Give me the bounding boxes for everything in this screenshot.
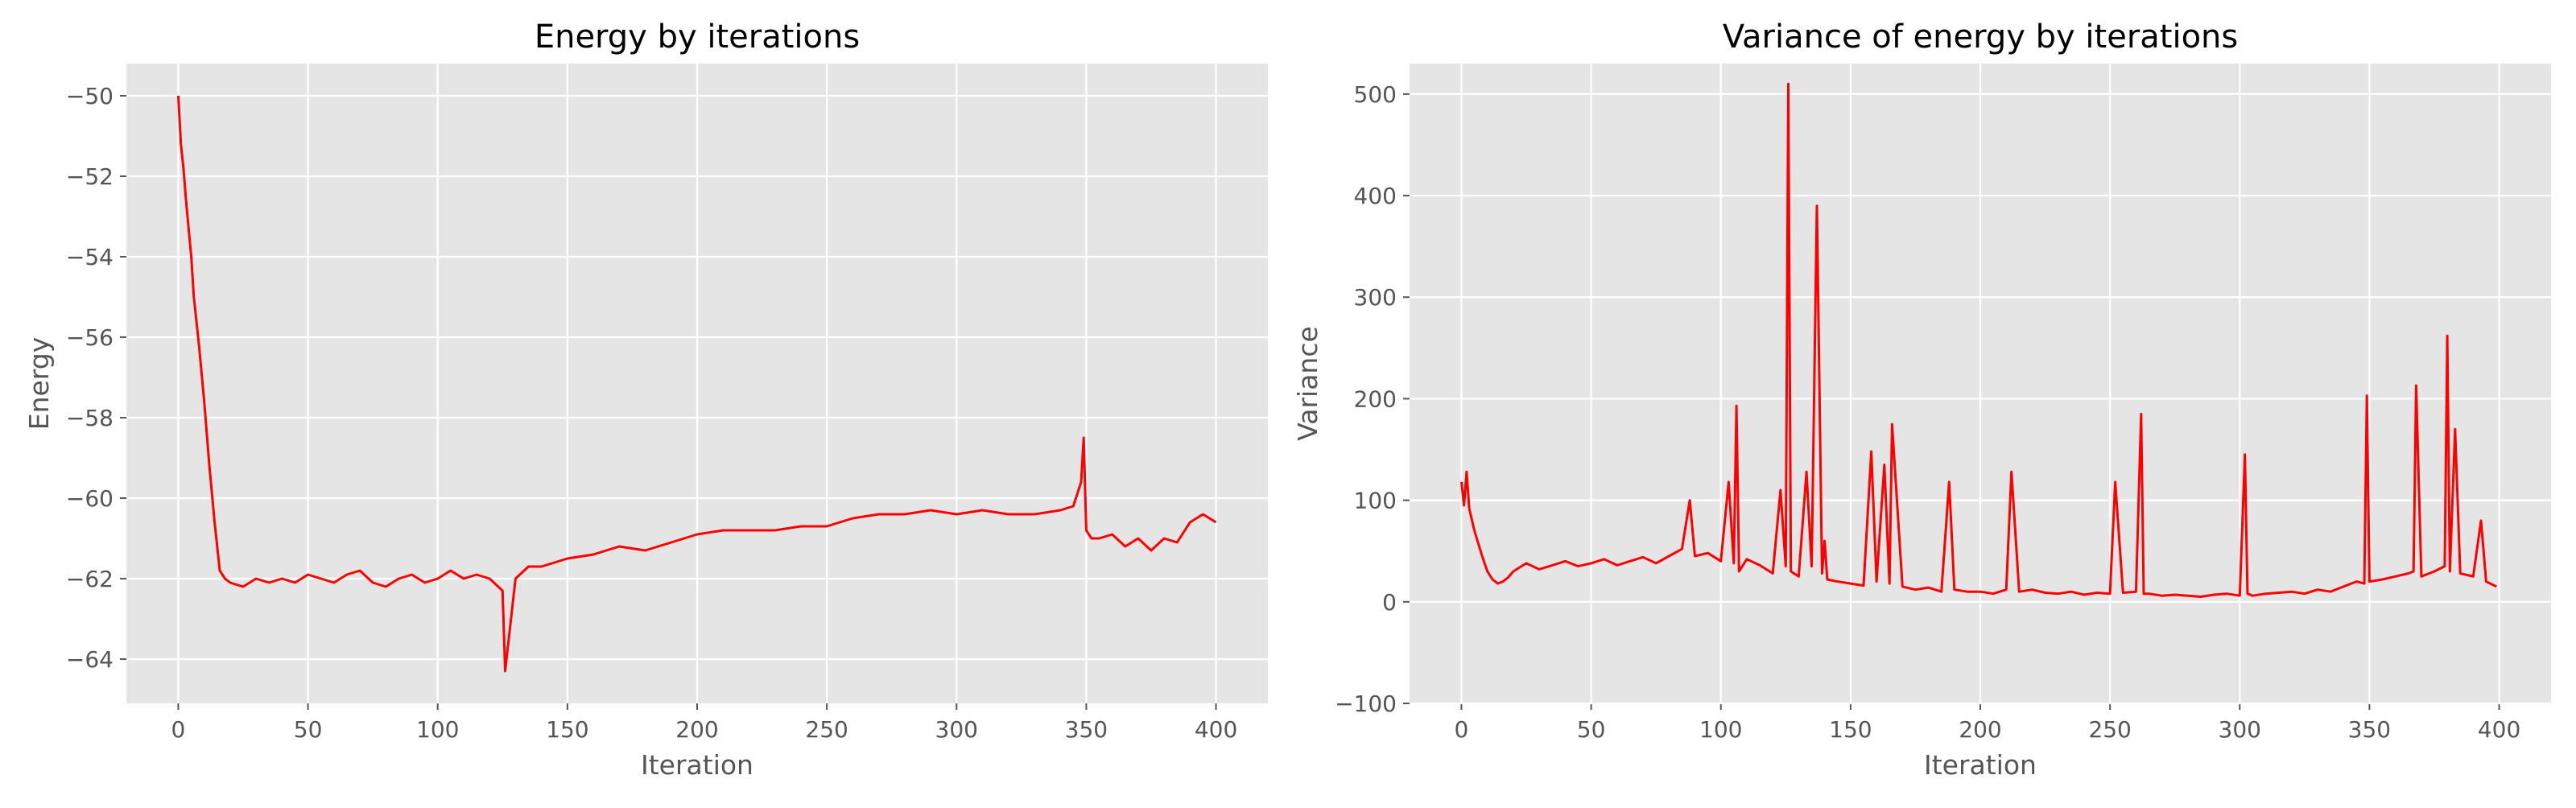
variance-x-tick-label: 50	[1577, 716, 1606, 743]
energy-y-tick-label: −52	[66, 163, 114, 190]
variance-y-tick-label: 0	[1382, 589, 1397, 616]
variance-series-line	[1460, 82, 2497, 598]
energy-series-line	[177, 95, 1217, 673]
variance-x-tick-label: 0	[1455, 716, 1469, 743]
energy-x-tick-label: 250	[805, 716, 848, 743]
variance-y-tick-label: 400	[1354, 183, 1397, 209]
energy-chart-title: Energy by iterations	[535, 19, 860, 56]
variance-y-tick-label: −100	[1335, 691, 1397, 717]
variance-chart: 0 50 100 150 200 250 300 350 400 −100 0 100 200 300 40…	[1292, 19, 2551, 781]
variance-x-tick-label: 200	[1959, 716, 2001, 743]
energy-x-tick-label: 400	[1195, 716, 1237, 743]
variance-chart-title: Variance of energy by iterations	[1723, 19, 2238, 56]
energy-y-tick-label: −58	[66, 405, 114, 431]
variance-y-tick-label: 200	[1354, 385, 1397, 412]
variance-x-axis-label: Iteration	[1924, 749, 2037, 781]
energy-y-tick-label: −54	[66, 244, 114, 270]
energy-x-axis-label: Iteration	[641, 749, 753, 781]
energy-y-axis-label: Energy	[23, 337, 55, 431]
variance-y-tick-label: 500	[1354, 81, 1397, 108]
energy-y-tick-label: −62	[66, 566, 114, 592]
energy-chart: 0 50 100 150 200 250 300 350 400 −64 −62 −60 −58 −56 −…	[23, 19, 1268, 781]
energy-x-tick-label: 50	[294, 716, 323, 743]
energy-y-tick-label: −56	[66, 324, 114, 351]
variance-y-tick-label: 300	[1354, 284, 1397, 311]
energy-x-tick-label: 150	[546, 716, 588, 743]
energy-y-tick-label: −60	[66, 485, 114, 512]
energy-x-tick-label: 200	[675, 716, 718, 743]
energy-x-tick-label: 100	[416, 716, 459, 743]
energy-x-tick-label: 0	[171, 716, 186, 743]
energy-y-tick-label: −64	[66, 646, 114, 673]
energy-y-tick-label: −50	[66, 83, 114, 109]
variance-x-tick-label: 150	[1829, 716, 1872, 743]
variance-x-tick-label: 350	[2348, 716, 2391, 743]
variance-y-tick-label: 100	[1354, 488, 1397, 514]
variance-y-axis-label: Variance	[1292, 326, 1323, 441]
variance-x-tick-label: 100	[1699, 716, 1742, 743]
variance-x-tick-label: 400	[2478, 716, 2520, 743]
energy-x-tick-label: 350	[1065, 716, 1108, 743]
energy-x-tick-label: 300	[935, 716, 978, 743]
variance-x-tick-label: 300	[2219, 716, 2261, 743]
variance-x-tick-label: 250	[2088, 716, 2131, 743]
